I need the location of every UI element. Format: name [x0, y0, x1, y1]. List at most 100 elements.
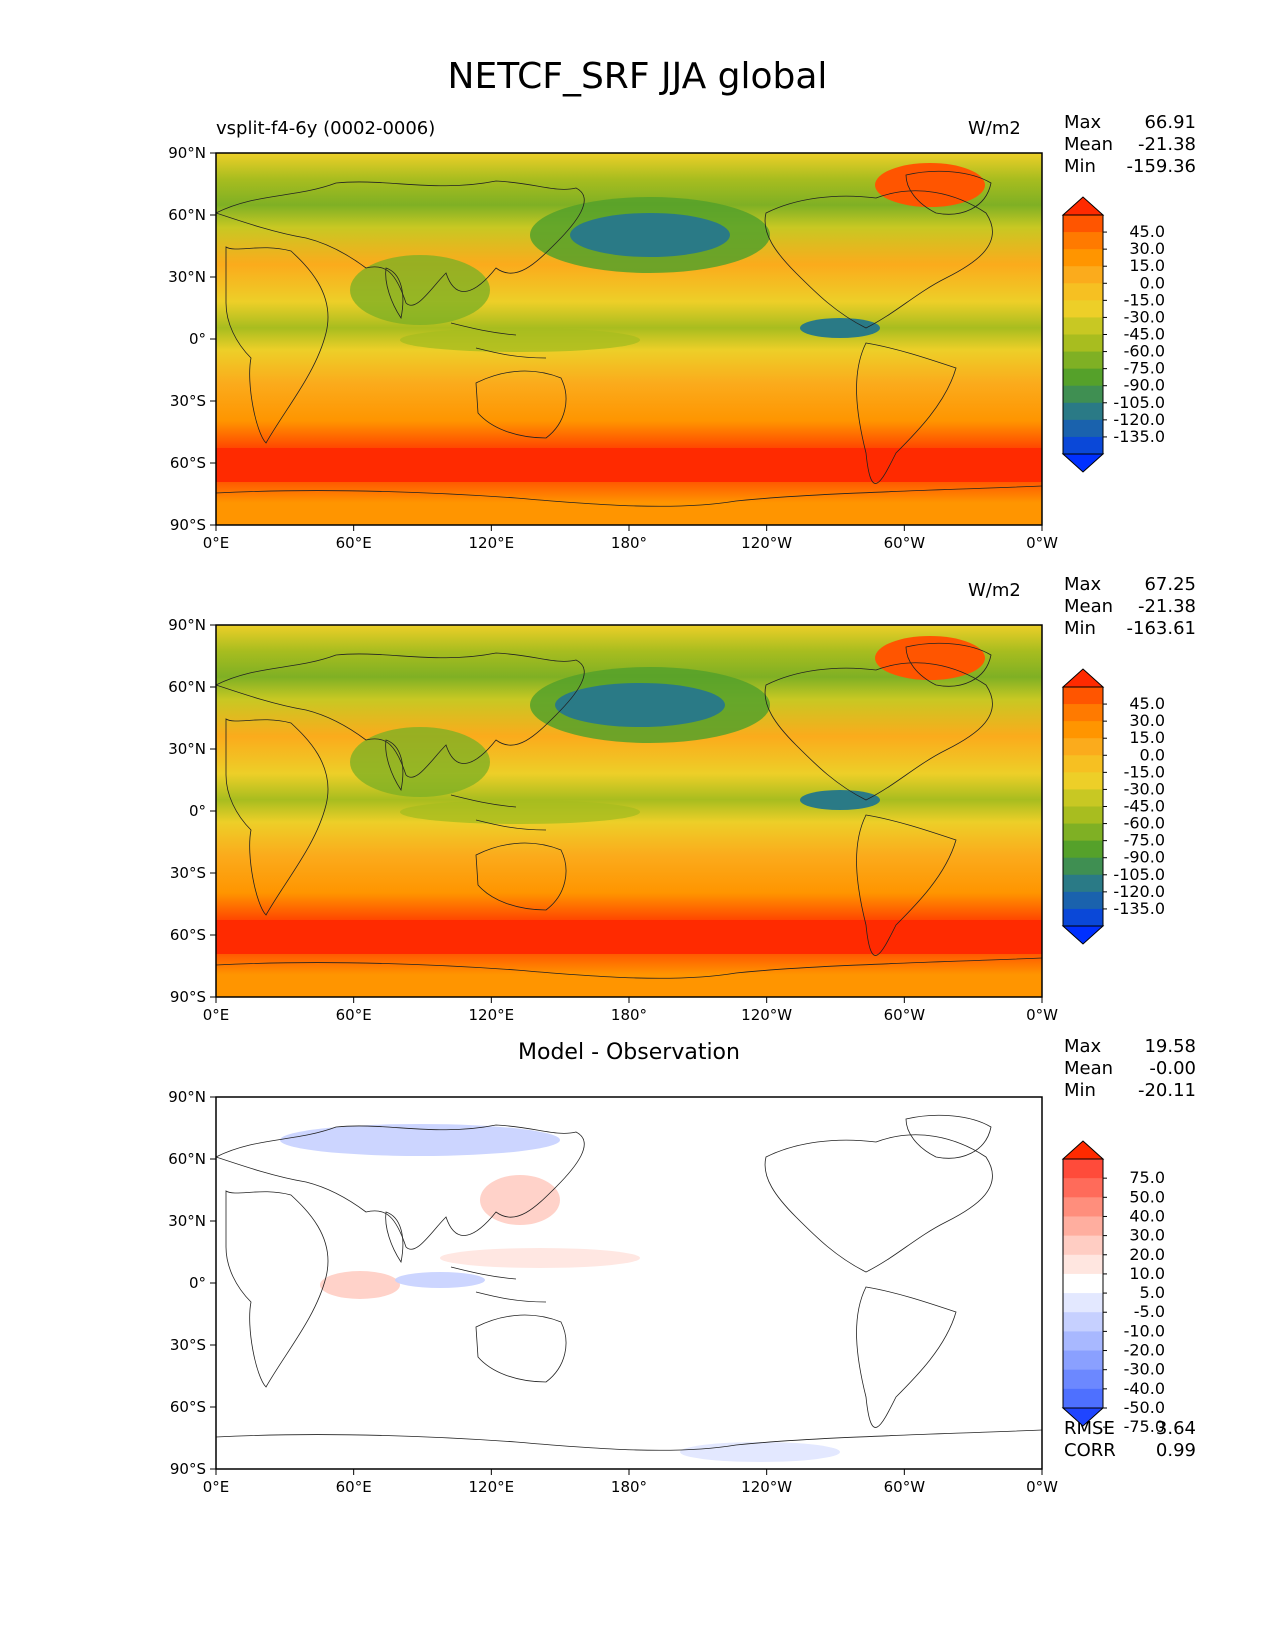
panel1-colorbar-label: -15.0 [1124, 290, 1165, 309]
panel2-colorbar-segment [1063, 874, 1103, 893]
panel3-colorbar-label: 75.0 [1129, 1168, 1165, 1187]
panel1-ytick-label: 60°N [168, 206, 206, 224]
panel1-colorbar-segment [1063, 249, 1103, 267]
panel3-colorbar-segment [1063, 1178, 1103, 1198]
panel1-colorbar-segment [1063, 368, 1103, 387]
panel3-colorbar-label: 40.0 [1129, 1206, 1165, 1225]
panel3-colorbar-label: -5.0 [1134, 1302, 1165, 1321]
panel1-colorbar-label: 45.0 [1129, 222, 1165, 241]
panel2-xtick-label: 60°E [336, 1006, 372, 1024]
panel3-colorbar-label: 20.0 [1129, 1245, 1165, 1264]
panel1-colorbar-segment [1063, 317, 1103, 335]
panel1-colorbar-segment [1063, 419, 1103, 438]
panel3-colorbar-label: -10.0 [1124, 1321, 1165, 1340]
panel2-colorbar-label: 30.0 [1129, 711, 1165, 730]
panel3-colorbar-segment [1063, 1159, 1103, 1179]
panel2-colorbar-label: 15.0 [1129, 728, 1165, 747]
panel2-colorbar-label: -120.0 [1113, 882, 1165, 901]
panel2-min-label: Min [1064, 618, 1096, 639]
panel2-itcz [800, 790, 880, 810]
panel1-colorbar-label: 30.0 [1129, 239, 1165, 258]
panel2-xtick-label: 0°E [203, 1006, 230, 1024]
panel2-ytick-label: 60°S [170, 926, 206, 944]
panel2-colorbar-label: -30.0 [1124, 779, 1165, 798]
panel3-colorbar-segment [1063, 1369, 1103, 1390]
panel3-corr-label: CORR [1064, 1440, 1116, 1461]
panel2-xtick-label: 120°E [469, 1006, 515, 1024]
panel2-colorbar-segment [1063, 857, 1103, 876]
panel3-colorbar-label: 10.0 [1129, 1264, 1165, 1283]
panel3-colorbar-label: -40.0 [1124, 1379, 1165, 1398]
panel3-io-neg [395, 1272, 485, 1288]
panel2-colorbar-label: -15.0 [1124, 762, 1165, 781]
panel1-max: 66.91 [1144, 112, 1196, 133]
panel2-mean: -21.38 [1137, 596, 1196, 617]
panel3-colorbar-segment [1063, 1293, 1103, 1313]
panel3-arctic-neg [280, 1124, 560, 1156]
panel1-xtick-label: 60°E [336, 534, 372, 552]
panel3-colorbar-segment [1063, 1388, 1103, 1409]
panel1-colorbar-segment [1063, 215, 1103, 233]
panel3-colorbar-label: -20.0 [1124, 1341, 1165, 1360]
panel3-rmse: 3.64 [1155, 1418, 1196, 1439]
panel1-units: W/m2 [968, 118, 1021, 139]
panel1-colorbar-label: -120.0 [1113, 410, 1165, 429]
panel3-ytick-label: 0° [189, 1274, 206, 1292]
panel2-stats: Max 67.25 Mean -21.38 Min -163.61 [1064, 574, 1196, 640]
panel2-colorbar-label: -75.0 [1124, 831, 1165, 850]
panel1-map [215, 152, 1043, 526]
panel1-colorbar-segment [1063, 334, 1103, 353]
panel3-max-label: Max [1064, 1036, 1102, 1057]
panel2-colorbar-segment [1063, 738, 1103, 756]
panel3-mean: -0.00 [1149, 1058, 1196, 1079]
figure-title: NETCF_SRF JJA global [447, 56, 828, 97]
panel2-colorbar-segment [1063, 891, 1103, 910]
panel2-colorbar-label: -45.0 [1124, 797, 1165, 816]
panel2-max-label: Max [1064, 574, 1102, 595]
panel1-max-label: Max [1064, 112, 1102, 133]
panel1-colorbar-label: -135.0 [1113, 427, 1165, 446]
panel3-mean-label: Mean [1064, 1058, 1114, 1079]
panel3-colorbar-segment [1063, 1273, 1103, 1294]
panel1-colorbar-segment [1063, 266, 1103, 284]
panel2-ytick-label: 90°S [170, 988, 206, 1006]
panel3-wpac-pos [440, 1248, 640, 1268]
panel3-ytick-label: 60°S [170, 1398, 206, 1416]
panel3-xtick-label: 60°W [884, 1478, 926, 1496]
panel1-xtick-label: 120°E [469, 534, 515, 552]
panel1-colorbar-segment [1063, 436, 1103, 455]
panel3-max: 19.58 [1144, 1036, 1196, 1057]
panel3-colorbar-frame [1062, 1158, 1104, 1409]
panel3-xtick-label: 120°E [469, 1478, 515, 1496]
panel1-colorbar-segment [1063, 232, 1103, 250]
panel1-ytick-label: 90°N [168, 144, 206, 162]
panel1-colorbar-label: -105.0 [1113, 393, 1165, 412]
panel1-colorbar-segment [1063, 283, 1103, 301]
panel1-spcz [400, 328, 640, 352]
panel2-ytick-label: 90°N [168, 616, 206, 634]
panel1-colorbar-label: 15.0 [1129, 256, 1165, 275]
panel2-colorbar-min-extend [1061, 925, 1105, 945]
panel2-xtick-label: 120°W [741, 1006, 792, 1024]
panel3-colorbar-segment [1063, 1197, 1103, 1217]
panel1-colorbar-max-extend [1061, 196, 1105, 216]
panel1-min-label: Min [1064, 156, 1096, 177]
panel1-npacific-core [570, 213, 730, 257]
panel1-colorbar-label: 0.0 [1140, 273, 1165, 292]
panel3-xtick-label: 0°E [203, 1478, 230, 1496]
panel2-ytick-label: 30°S [170, 864, 206, 882]
panel1-colorbar-label: -75.0 [1124, 359, 1165, 378]
panel3-xtick-label: 120°W [741, 1478, 792, 1496]
panel3-colorbar-label: -75.0 [1124, 1417, 1165, 1436]
panel3-ytick-label: 60°N [168, 1150, 206, 1168]
panel3-colorbar-label: -50.0 [1124, 1398, 1165, 1417]
panel2-colorbar-segment [1063, 806, 1103, 825]
panel2-spcz [400, 800, 640, 824]
panel2-colorbar-label: -90.0 [1124, 848, 1165, 867]
panel2-map [215, 624, 1043, 998]
panel2-colorbar-segment [1063, 772, 1103, 790]
panel3-colorbar-label: 30.0 [1129, 1226, 1165, 1245]
panel1-ytick-label: 90°S [170, 516, 206, 534]
panel2-colorbar-segment [1063, 687, 1103, 705]
